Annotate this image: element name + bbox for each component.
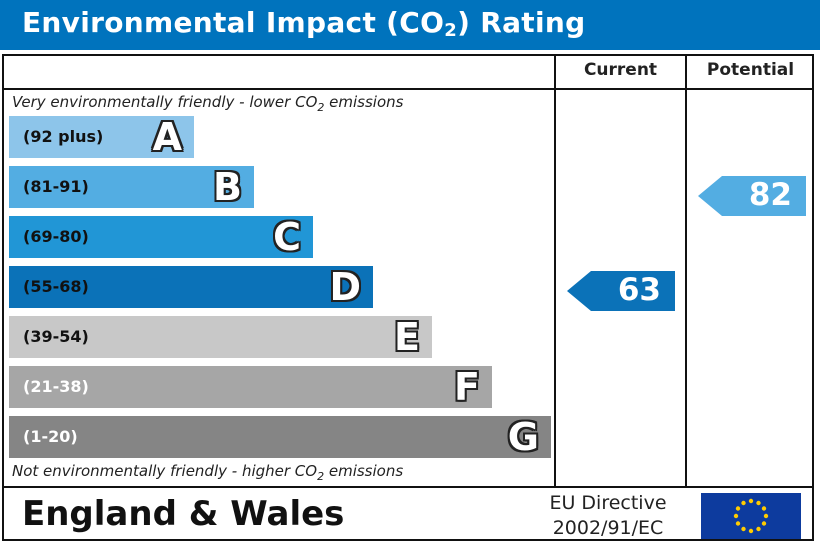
band-letter: G	[507, 415, 539, 459]
band-letter: B	[213, 165, 242, 209]
band-range-label: (81-91)	[23, 177, 89, 196]
column-divider-current	[554, 54, 556, 488]
eu-directive-line1: EU Directive	[549, 492, 667, 514]
band-range-label: (55-68)	[23, 277, 89, 296]
eu-directive: EU Directive 2002/91/EC	[518, 491, 698, 541]
band-letter: E	[394, 315, 420, 359]
band-letter: C	[273, 215, 301, 259]
band-a: (92 plus) A	[9, 115, 194, 159]
band-range-label: (1-20)	[23, 427, 78, 446]
country-label: England & Wales	[22, 494, 345, 534]
rating-frame	[2, 54, 814, 541]
current-rating-value: 63	[617, 272, 661, 308]
column-divider-potential	[685, 54, 687, 488]
band-c: (69-80) C	[9, 215, 313, 259]
band-b: (81-91) B	[9, 165, 254, 209]
band-letter: A	[152, 115, 182, 159]
band-d: (55-68) D	[9, 265, 373, 309]
potential-rating-value: 82	[748, 177, 792, 213]
band-range-label: (92 plus)	[23, 127, 104, 146]
potential-rating-arrow: 82	[698, 176, 806, 216]
eu-directive-line2: 2002/91/EC	[552, 517, 664, 539]
note-bottom: Not environmentally friendly - higher CO…	[12, 462, 404, 483]
column-header-current: Current	[583, 60, 658, 80]
chart-title: Environmental Impact (CO2) Rating	[22, 6, 586, 41]
current-rating-arrow: 63	[567, 271, 675, 311]
footer-divider	[2, 486, 814, 488]
eu-flag-icon	[701, 493, 801, 543]
header-row-divider	[2, 88, 814, 90]
band-f: (21-38) F	[9, 365, 492, 409]
band-letter: F	[454, 365, 480, 409]
band-letter: D	[329, 265, 361, 309]
band-range-label: (39-54)	[23, 327, 89, 346]
header-bar: Environmental Impact (CO2) Rating	[0, 0, 820, 50]
band-e: (39-54) E	[9, 315, 432, 359]
column-header-potential: Potential	[706, 60, 795, 80]
band-range-label: (69-80)	[23, 227, 89, 246]
note-top: Very environmentally friendly - lower CO…	[12, 93, 404, 114]
band-g: (1-20) G	[9, 415, 551, 459]
band-range-label: (21-38)	[23, 377, 89, 396]
